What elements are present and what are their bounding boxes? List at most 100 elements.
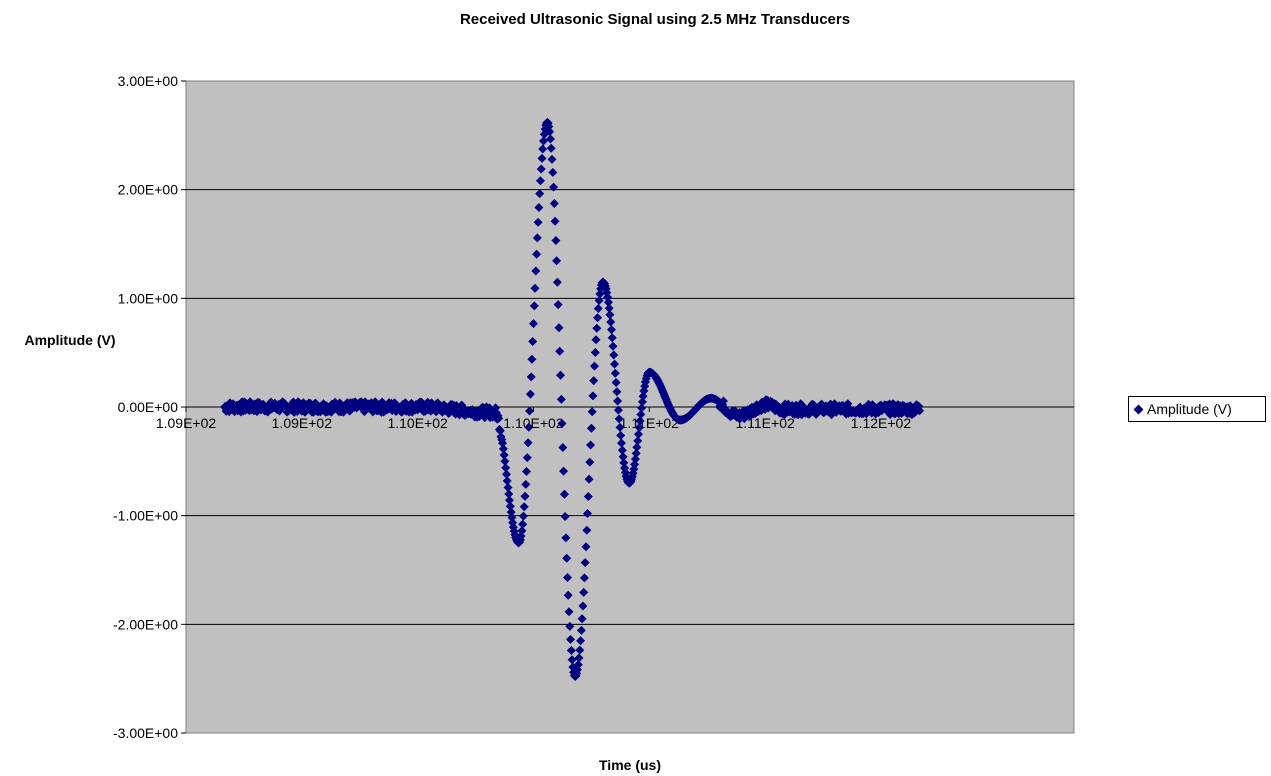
data-point (507, 513, 517, 522)
data-point (607, 333, 617, 343)
data-point (566, 646, 576, 655)
data-point (532, 233, 542, 243)
data-point (576, 625, 586, 635)
y-tick-label: -1.00E+00 (113, 508, 178, 524)
data-point (617, 445, 627, 455)
data-point (565, 621, 575, 631)
data-point (250, 399, 260, 409)
data-point (522, 453, 532, 463)
y-tick-label: 1.00E+00 (118, 290, 179, 306)
legend-label: Amplitude (V) (1147, 401, 1232, 417)
data-point (505, 501, 515, 511)
data-point (580, 558, 590, 568)
data-point (535, 176, 545, 186)
x-tick-label: 1.11E+02 (620, 415, 680, 431)
data-point (606, 317, 616, 327)
x-tick-label: 1.09E+02 (272, 415, 333, 431)
data-point (633, 436, 643, 446)
data-point (589, 376, 599, 386)
data-point (506, 507, 516, 517)
data-point (504, 489, 514, 499)
data-point (529, 301, 539, 311)
data-point (533, 217, 543, 227)
data-point (522, 467, 531, 476)
data-point (587, 407, 597, 417)
data-point (578, 601, 588, 611)
data-point (605, 310, 615, 320)
x-tick-label: 1.12E+02 (851, 415, 912, 431)
data-point (563, 573, 572, 582)
y-tick-label: -3.00E+00 (113, 725, 178, 741)
data-point (631, 448, 641, 458)
data-point (579, 587, 589, 597)
data-point (520, 491, 530, 501)
data-point (586, 423, 596, 433)
data-point (517, 526, 527, 536)
data-point (564, 607, 574, 617)
data-point (576, 636, 586, 646)
data-point (529, 319, 538, 329)
data-point (637, 397, 647, 407)
data-point (527, 354, 537, 364)
data-point (536, 164, 546, 174)
data-point (607, 325, 616, 335)
data-point (557, 419, 567, 428)
data-point (609, 350, 619, 360)
data-point (549, 182, 559, 192)
data-point (480, 413, 490, 423)
data-point (535, 189, 545, 199)
data-point (502, 476, 512, 486)
data-point (611, 378, 621, 387)
y-tick-label: 3.00E+00 (118, 73, 179, 89)
data-point (549, 199, 559, 208)
data-point (538, 144, 548, 154)
series-amplitude (220, 117, 925, 681)
x-tick-label: 1.10E+02 (503, 415, 564, 431)
data-point (590, 348, 600, 357)
data-point (528, 337, 538, 346)
data-point (583, 509, 592, 518)
tick-labels: 3.00E+00 2.00E+00 1.00E+00 0.00E+00 -1.00E+0… (113, 73, 1074, 741)
data-point (563, 590, 573, 600)
data-point (559, 489, 569, 499)
data-point (613, 405, 623, 415)
data-point (592, 323, 602, 333)
data-point (519, 502, 529, 512)
data-point (637, 403, 647, 413)
data-point (552, 277, 562, 287)
data-point (573, 660, 583, 670)
data-point (593, 313, 603, 323)
data-point (634, 423, 644, 433)
data-point (539, 136, 548, 146)
data-point (494, 413, 504, 423)
chart-title: Received Ultrasonic Signal using 2.5 MHz… (460, 11, 850, 28)
data-point (534, 203, 544, 212)
data-point (505, 495, 514, 505)
data-point (590, 361, 599, 371)
data-point (614, 414, 624, 424)
data-point (604, 303, 614, 313)
data-point (546, 143, 556, 153)
x-tick-label: 1.09E+02 (156, 415, 217, 431)
data-point (585, 457, 595, 467)
data-point (594, 296, 604, 305)
data-point (636, 409, 646, 419)
data-point (548, 167, 558, 177)
data-point (593, 304, 603, 313)
data-point (275, 405, 285, 414)
data-point (547, 154, 557, 164)
legend: Amplitude (V) (1128, 396, 1266, 422)
data-point (525, 389, 535, 399)
x-axis-label: Time (us) (599, 757, 661, 773)
data-point (524, 422, 534, 432)
data-point (498, 444, 508, 454)
data-point (574, 653, 584, 663)
data-point (530, 283, 540, 293)
data-point (561, 533, 571, 543)
x-tick-label: 1.10E+02 (387, 415, 448, 431)
data-point (610, 368, 620, 378)
data-point (555, 346, 565, 356)
data-point (613, 396, 623, 406)
data-point (591, 335, 601, 345)
